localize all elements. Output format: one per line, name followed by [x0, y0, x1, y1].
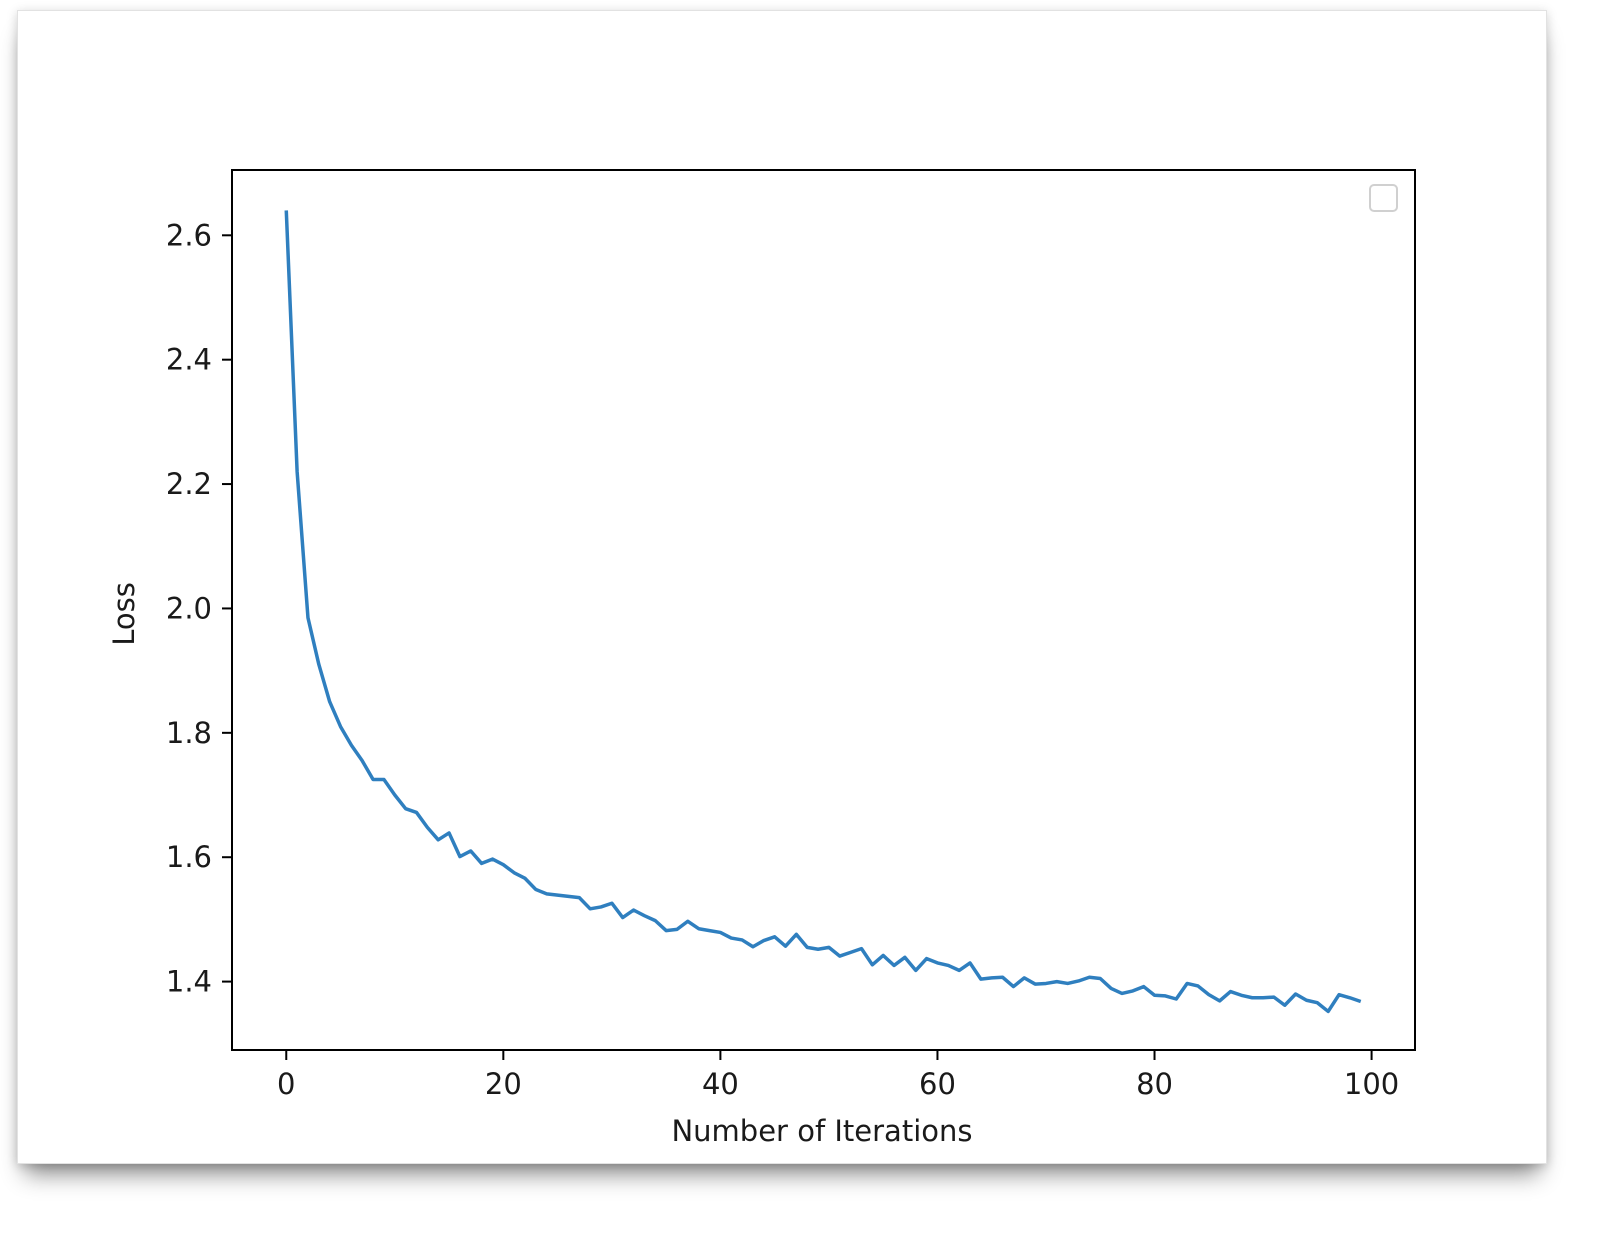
- x-tick-label: 0: [277, 1067, 295, 1101]
- y-tick-label: 2.2: [166, 467, 212, 501]
- figure-frame: [17, 10, 1547, 1164]
- y-tick-label: 2.6: [166, 218, 212, 252]
- y-axis-label: Loss: [107, 582, 141, 646]
- y-tick-label: 2.0: [166, 591, 212, 625]
- x-tick-label: 80: [1136, 1067, 1173, 1101]
- x-tick-label: 40: [702, 1067, 739, 1101]
- y-tick-label: 1.8: [166, 716, 212, 750]
- y-tick-label: 1.4: [166, 965, 212, 999]
- legend-box: [1369, 184, 1398, 212]
- plot-area: [231, 169, 1416, 1051]
- y-tick-label: 2.4: [166, 343, 212, 377]
- x-tick-label: 100: [1344, 1067, 1399, 1101]
- loss-series-line: [284, 210, 1362, 1014]
- x-tick-label: 60: [919, 1067, 956, 1101]
- x-tick-label: 20: [485, 1067, 522, 1101]
- y-tick-label: 1.6: [166, 840, 212, 874]
- x-axis-label: Number of Iterations: [671, 1114, 972, 1148]
